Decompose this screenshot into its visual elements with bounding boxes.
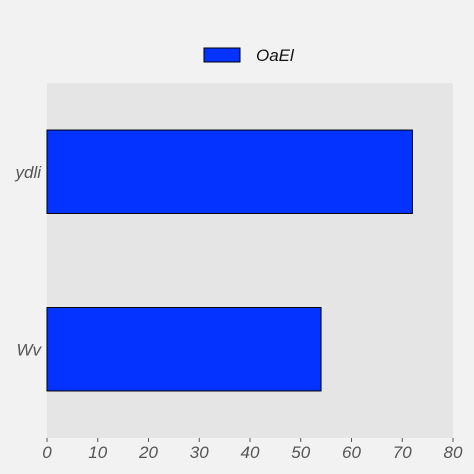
- bar-Wv: [46, 307, 322, 392]
- bar-ydli: [46, 129, 413, 214]
- x-tick-label-30: 30: [190, 443, 209, 462]
- legend-label: OaEl: [256, 46, 295, 65]
- x-tick-label-20: 20: [138, 443, 158, 462]
- bars-group: [46, 129, 413, 392]
- x-axis-ticks: 0 10 20 30 40 50 60 70 80: [42, 438, 463, 462]
- legend: OaEl: [203, 46, 295, 65]
- x-tick-label-70: 70: [393, 443, 412, 462]
- x-tick-label-80: 80: [444, 443, 463, 462]
- x-tick-label-50: 50: [291, 443, 310, 462]
- category-label-ydli: ydli: [14, 163, 42, 182]
- category-labels: ydli Wv: [14, 163, 42, 360]
- x-tick-label-10: 10: [88, 443, 107, 462]
- x-tick-label-60: 60: [342, 443, 361, 462]
- category-label-Wv: Wv: [16, 340, 42, 359]
- x-tick-label-0: 0: [42, 443, 52, 462]
- legend-swatch: [203, 47, 241, 63]
- x-tick-label-40: 40: [241, 443, 260, 462]
